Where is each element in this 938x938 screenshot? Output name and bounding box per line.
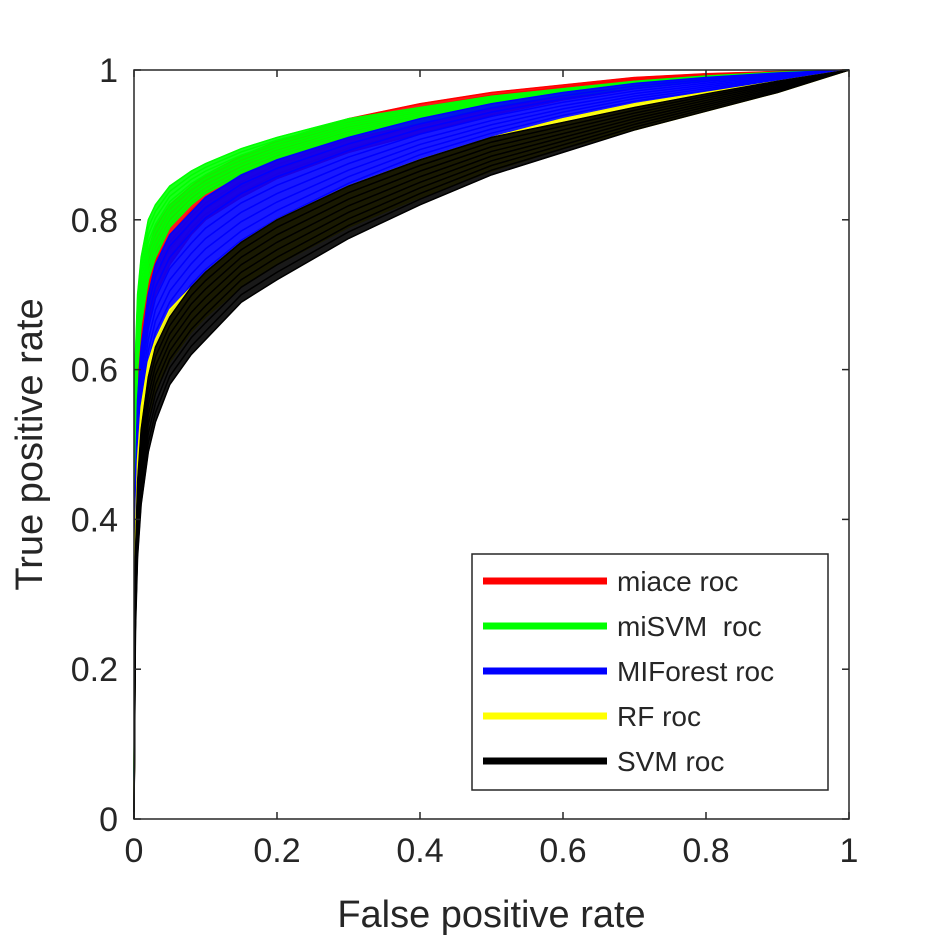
x-tick-label: 0.4	[396, 832, 443, 870]
y-tick-label: 0	[99, 801, 118, 839]
axis-ticks: 0 0.2 0.4 0.6 0.8 1 0 0.2 0.4 0.6 0.8 1	[71, 52, 859, 870]
x-tick-label: 0.6	[539, 832, 586, 870]
x-tick-label: 1	[840, 832, 859, 870]
legend-label-0: miace roc	[617, 566, 738, 597]
x-tick-label: 0.8	[682, 832, 729, 870]
legend-label-4: SVM roc	[617, 746, 724, 777]
x-tick-label: 0.2	[253, 832, 300, 870]
y-tick-label: 0.8	[71, 202, 118, 240]
roc-bands	[133, 69, 850, 820]
legend-label-3: RF roc	[617, 701, 701, 732]
roc-curve-1-7	[133, 69, 850, 820]
roc-curve-1-8	[133, 69, 850, 820]
y-tick-label: 0.2	[71, 651, 118, 689]
legend-label-1: miSVM roc	[617, 611, 762, 642]
y-axis-label: True positive rate	[9, 298, 51, 590]
series-4-group	[133, 69, 850, 820]
y-tick-label: 0.6	[71, 352, 118, 390]
legend-label-2: MIForest roc	[617, 656, 774, 687]
x-tick-label: 0	[125, 832, 144, 870]
y-tick-label: 1	[99, 52, 118, 90]
roc-curve-4-8	[133, 69, 850, 820]
x-axis-label: False positive rate	[337, 894, 645, 936]
roc-curve-2-8	[133, 69, 850, 820]
legend: miace roc miSVM roc MIForest roc RF roc SVM …	[471, 553, 829, 791]
y-tick-label: 0.4	[71, 501, 118, 539]
plot-area-frame	[133, 69, 850, 820]
